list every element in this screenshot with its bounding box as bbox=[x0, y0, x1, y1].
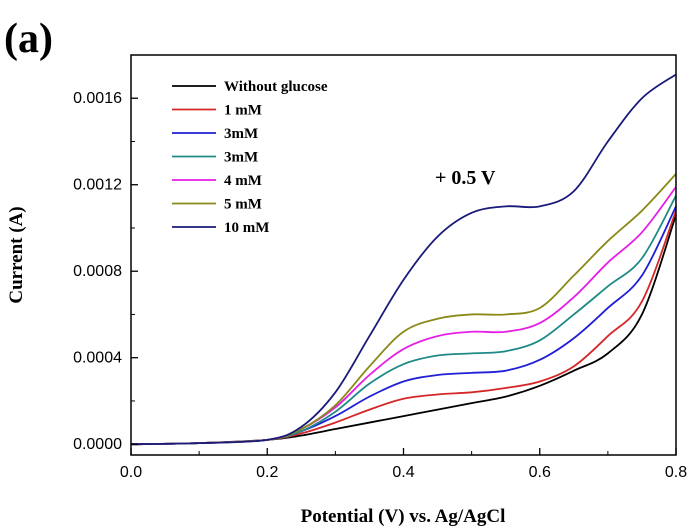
legend-label: 5 mM bbox=[224, 197, 262, 213]
legend-label: 10 mM bbox=[224, 220, 269, 236]
y-tick-label: 0.0016 bbox=[73, 90, 122, 107]
potential-annotation: + 0.5 V bbox=[435, 167, 496, 189]
series-line-6 bbox=[130, 73, 677, 446]
y-tick-label: 0.0004 bbox=[73, 350, 122, 367]
legend-label: 3mM bbox=[224, 150, 258, 166]
x-tick-label: 0.8 bbox=[665, 464, 687, 481]
series-line-4 bbox=[130, 186, 677, 446]
y-axis: 0.0000 0.0004 0.0008 0.0012 0.0016 bbox=[73, 90, 138, 453]
y-axis-label: Current (A) bbox=[6, 206, 27, 303]
plot-lines bbox=[130, 73, 677, 446]
series-line-2 bbox=[130, 205, 677, 446]
y-tick-label: 0.0000 bbox=[73, 436, 122, 453]
legend-label: 3mM bbox=[224, 126, 258, 142]
x-axis: 0.0 0.2 0.4 0.6 0.8 bbox=[120, 448, 687, 481]
legend-label: 1 mM bbox=[224, 103, 262, 119]
series-line-5 bbox=[130, 173, 677, 446]
panel-label: (a) bbox=[4, 16, 53, 62]
x-axis-label: Potential (V) vs. Ag/AgCl bbox=[301, 506, 506, 527]
x-tick-label: 0.6 bbox=[529, 464, 551, 481]
x-tick-label: 0.0 bbox=[120, 464, 142, 481]
legend: Without glucose 1 mM 3mM 3mM 4 mM 5 mM 10 mM bbox=[172, 79, 328, 236]
series-line-0 bbox=[130, 214, 677, 446]
x-tick-label: 0.2 bbox=[256, 464, 278, 481]
series-line-1 bbox=[130, 210, 677, 446]
y-tick-label: 0.0012 bbox=[73, 177, 122, 194]
y-tick-label: 0.0008 bbox=[73, 263, 122, 280]
x-tick-label: 0.4 bbox=[392, 464, 414, 481]
legend-label: 4 mM bbox=[224, 173, 262, 189]
legend-label: Without glucose bbox=[224, 79, 328, 95]
